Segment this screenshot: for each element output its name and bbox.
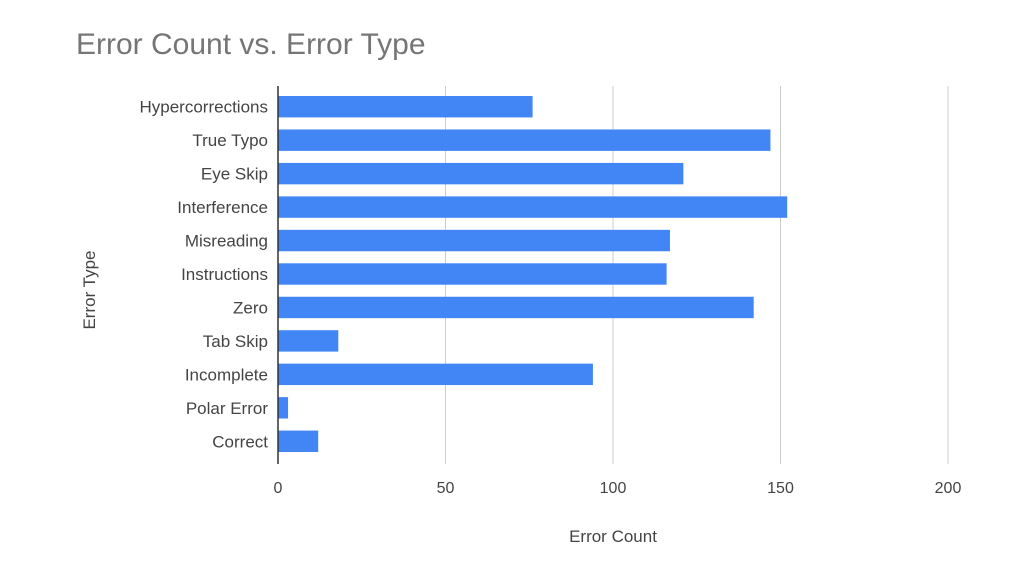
y-tick-label: Correct	[212, 432, 268, 451]
x-axis-title: Error Count	[569, 527, 657, 546]
y-tick-label: Instructions	[181, 265, 268, 284]
y-tick-label: Incomplete	[185, 365, 268, 384]
y-tick-label: Zero	[233, 298, 268, 317]
x-tick-label: 50	[437, 480, 455, 497]
y-tick-label: Eye Skip	[201, 165, 268, 184]
bar	[278, 363, 593, 386]
bar	[278, 430, 319, 452]
bar	[278, 263, 667, 285]
bar	[278, 162, 684, 185]
bar	[278, 229, 670, 252]
y-tick-label: Polar Error	[186, 399, 269, 418]
chart-title: Error Count vs. Error Type	[76, 28, 426, 61]
bars	[278, 96, 788, 452]
labels: 0 50 100 150 200 Hypercorrections True Typo Eye…	[140, 98, 962, 497]
bar	[278, 330, 339, 352]
bar	[278, 96, 533, 118]
bar	[278, 296, 754, 319]
x-tick-label: 0	[274, 480, 283, 497]
y-tick-label: Interference	[177, 198, 268, 217]
y-tick-label: Hypercorrections	[140, 98, 269, 117]
x-tick-label: 150	[767, 480, 794, 497]
bar	[278, 129, 771, 151]
x-tick-label: 100	[600, 480, 627, 497]
y-axis-title: Error Type	[80, 250, 99, 329]
y-tick-label: Tab Skip	[203, 332, 268, 351]
x-tick-label: 200	[935, 480, 962, 497]
bar	[278, 397, 289, 419]
y-tick-label: True Typo	[192, 131, 268, 150]
bar	[278, 196, 788, 218]
y-tick-label: Misreading	[185, 232, 268, 251]
